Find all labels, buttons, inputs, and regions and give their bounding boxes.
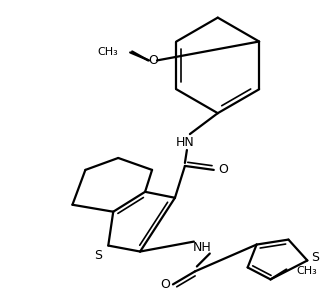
Text: S: S <box>94 249 102 262</box>
Text: O: O <box>218 163 228 176</box>
Text: CH₃: CH₃ <box>296 266 317 276</box>
Text: O: O <box>148 54 158 67</box>
Text: S: S <box>311 251 319 264</box>
Text: CH₃: CH₃ <box>98 47 118 57</box>
Text: O: O <box>160 278 170 291</box>
Text: HN: HN <box>176 136 194 149</box>
Text: NH: NH <box>193 241 211 254</box>
